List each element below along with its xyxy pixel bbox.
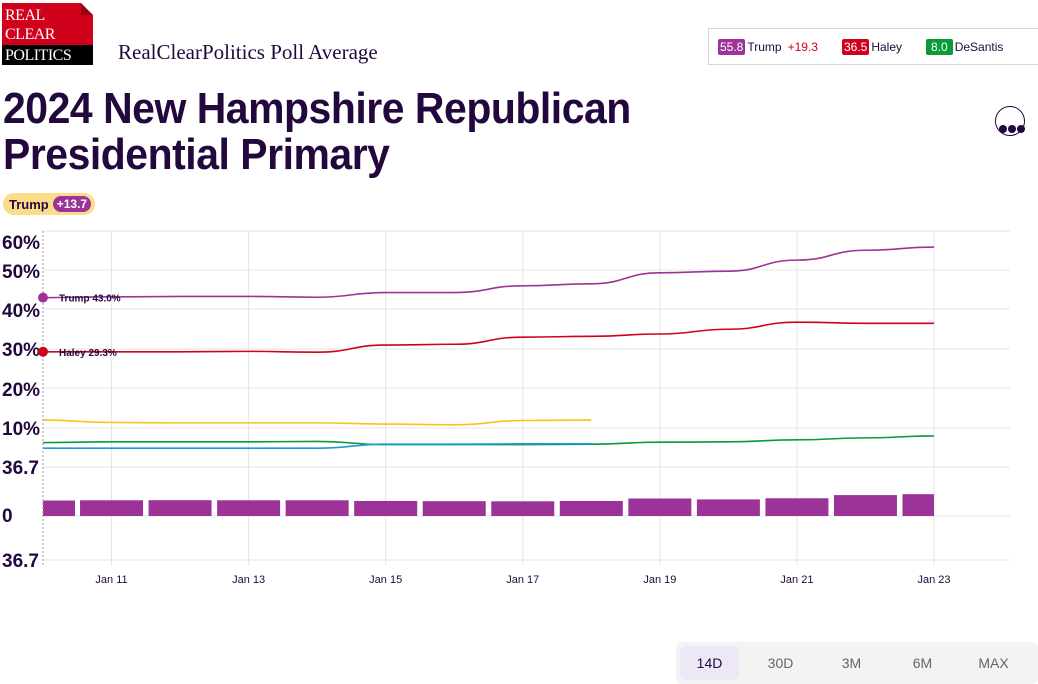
spread-bar (285, 500, 349, 516)
y-tick-label: 40% (2, 301, 40, 322)
legend-value: 36.5 (841, 38, 870, 55)
spread-tick-label: 0 (2, 506, 13, 527)
spread-bar (902, 494, 934, 516)
spread-bar (354, 500, 418, 516)
y-tick-label: 20% (2, 380, 40, 401)
x-tick-label: Jan 15 (369, 574, 402, 586)
spread-bar (80, 500, 144, 516)
logo-word: POLITICS (5, 47, 72, 64)
spread-bar (422, 501, 486, 516)
legend-name: Trump (747, 39, 782, 54)
y-tick-label: 10% (2, 419, 40, 440)
legend-value: 55.8 (718, 38, 746, 55)
tab-30d[interactable]: 30D (767, 655, 794, 671)
rcp-logo[interactable]: REAL CLEAR POLITICS (2, 3, 93, 65)
tab-14d[interactable]: 14D (680, 646, 739, 680)
legend-box: 55.8 Trump +19.3 36.5 Haley 8.0 DeSantis (708, 28, 1038, 65)
legend-name: DeSantis (954, 39, 1004, 54)
series-line-haley (42, 321, 934, 353)
leader-name: Trump (9, 196, 49, 212)
spread-bar (217, 500, 281, 516)
tab-6m[interactable]: 6M (912, 655, 933, 671)
hover-label: Haley 29.3% (59, 348, 117, 359)
leader-spread: +13.7 (52, 196, 92, 212)
y-tick-label: 60% (2, 233, 40, 254)
leader-pill: Trump +13.7 (3, 193, 96, 215)
series-line-ramaswamy (43, 442, 592, 449)
logo-word: REAL (5, 7, 45, 24)
tab-max[interactable]: MAX (978, 655, 1009, 671)
series-line-christie (42, 419, 592, 426)
x-tick-label: Jan 13 (232, 574, 265, 586)
legend-item-haley[interactable]: 36.5 Haley (841, 38, 903, 55)
page-subtitle: RealClearPolitics Poll Average (118, 40, 378, 64)
hover-dot-trump (38, 292, 48, 303)
spread-tick-label: 36.7 (2, 551, 39, 572)
legend-value: 8.0 (926, 38, 953, 55)
spread-bar (765, 498, 829, 516)
hover-label: Trump 43.0% (59, 294, 121, 305)
legend-item-trump[interactable]: 55.8 Trump +19.3 (718, 38, 818, 55)
spread-bar (696, 499, 760, 516)
legend-item-desantis[interactable]: 8.0 DeSantis (926, 38, 1004, 55)
x-tick-label: Jan 19 (643, 574, 676, 586)
spread-bar (43, 500, 75, 516)
tab-3m[interactable]: 3M (841, 655, 862, 671)
legend-spread: +19.3 (787, 39, 818, 54)
x-tick-label: Jan 17 (506, 574, 539, 586)
legend-name: Haley (871, 39, 903, 54)
spread-bar (148, 500, 212, 516)
logo-fold (81, 3, 93, 15)
x-tick-label: Jan 11 (95, 574, 127, 586)
range-tabs: 14D 30D 3M 6M MAX (676, 642, 1038, 684)
logo-word: CLEAR (5, 26, 55, 43)
spread-bar (491, 501, 555, 516)
logo-black-block (2, 45, 93, 65)
more-options-icon[interactable] (995, 106, 1025, 136)
x-tick-label: Jan 23 (917, 574, 950, 586)
hover-dot-haley (38, 346, 48, 357)
y-tick-label: 50% (2, 262, 40, 283)
spread-bar (559, 500, 623, 516)
x-tick-label: Jan 21 (780, 574, 813, 586)
spread-bar (833, 495, 897, 516)
page-title: 2024 New Hampshire Republican Presidenti… (3, 84, 631, 179)
logo-red-block (2, 3, 93, 45)
y-tick-label: 30% (2, 340, 40, 361)
series-line-trump (42, 246, 935, 299)
spread-tick-label: 36.7 (2, 458, 39, 479)
spread-bar (628, 498, 692, 516)
